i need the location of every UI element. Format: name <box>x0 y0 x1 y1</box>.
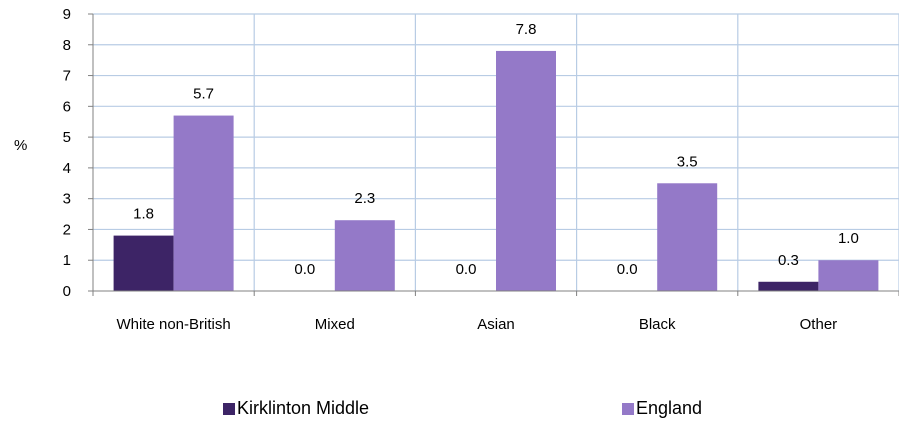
bar <box>758 281 819 291</box>
x-tick-label: Mixed <box>315 316 355 333</box>
data-label: 0.3 <box>778 252 799 269</box>
bar <box>496 50 556 291</box>
data-label: 7.8 <box>516 21 537 38</box>
data-label: 1.0 <box>838 230 859 247</box>
y-tick-label: 2 <box>63 221 71 238</box>
bar <box>657 183 718 291</box>
y-tick-label: 8 <box>63 37 71 54</box>
y-tick-label: 4 <box>63 160 71 177</box>
bar <box>334 220 395 291</box>
y-tick-label: 7 <box>63 68 71 85</box>
x-tick-label: Other <box>800 316 838 333</box>
bar <box>173 115 234 291</box>
y-tick-label: 6 <box>63 98 71 115</box>
bar <box>113 235 174 291</box>
x-tick-label: Asian <box>477 316 515 333</box>
data-label: 2.3 <box>354 190 375 207</box>
y-axis-label: % <box>14 137 27 154</box>
data-label: 3.5 <box>677 153 698 170</box>
legend-swatch-england <box>622 402 634 415</box>
data-label: 0.0 <box>294 261 315 278</box>
y-tick-label: 0 <box>63 283 71 300</box>
x-tick-label: Black <box>639 316 676 333</box>
legend-swatch-kirklinton <box>223 402 235 415</box>
x-tick-label: White non-British <box>116 316 230 333</box>
data-label: 5.7 <box>193 86 214 103</box>
bars <box>113 50 879 291</box>
y-tick-label: 1 <box>63 252 71 269</box>
legend-item-england: England <box>622 398 702 419</box>
legend-item-kirklinton: Kirklinton Middle <box>223 398 369 419</box>
legend-label-england: England <box>636 398 703 418</box>
data-labels: 1.8 5.7 0.0 2.3 0.0 7.8 0.0 3.5 0.3 1.0 <box>133 21 859 278</box>
axes: 0 1 2 3 4 5 6 7 8 9 White non-British Mixed Asian Bla… <box>63 6 899 333</box>
y-tick-label: 9 <box>63 6 71 23</box>
y-tick-label: 5 <box>63 129 71 146</box>
data-label: 1.8 <box>133 206 154 223</box>
legend-label-kirklinton: Kirklinton Middle <box>237 398 370 418</box>
data-label: 0.0 <box>456 261 477 278</box>
bar <box>818 260 879 291</box>
y-tick-label: 3 <box>63 191 71 208</box>
data-label: 0.0 <box>617 261 638 278</box>
